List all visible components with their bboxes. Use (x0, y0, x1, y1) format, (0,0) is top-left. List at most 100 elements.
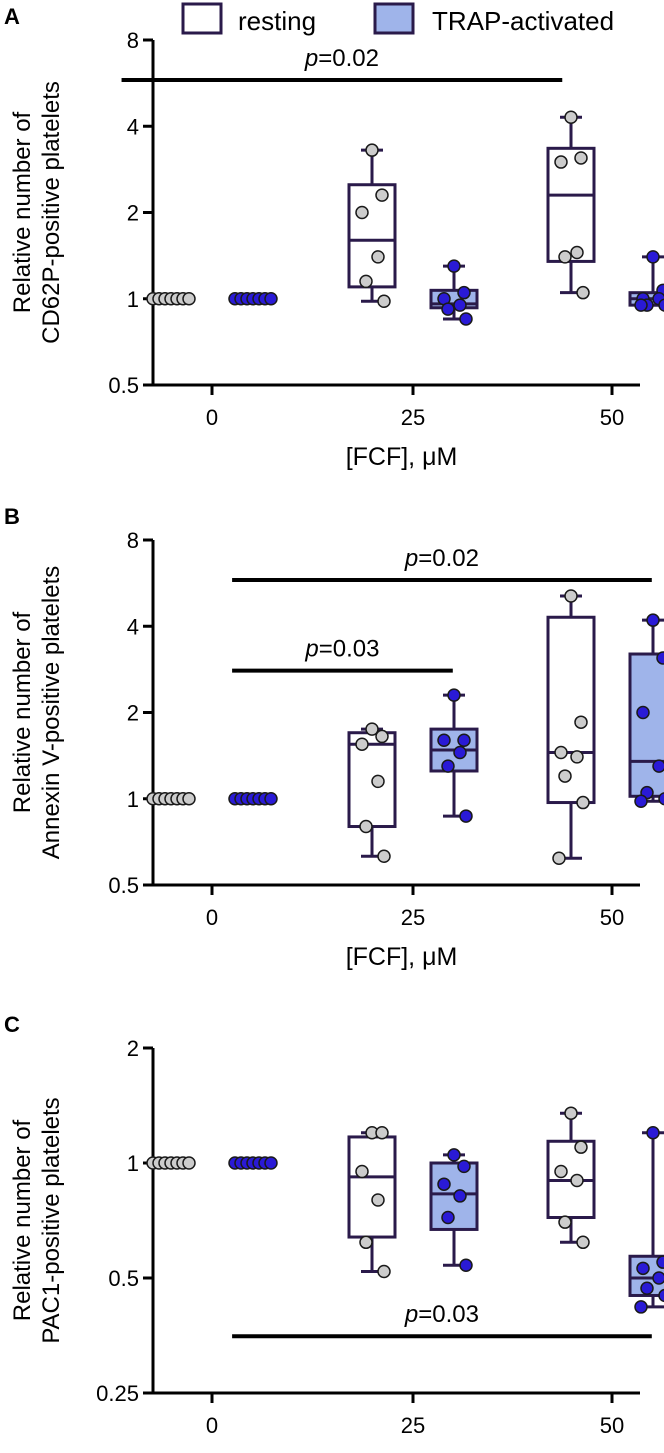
box-iqr (546, 146, 596, 263)
box-trap-activated-25 (429, 259, 479, 326)
data-point (371, 250, 385, 264)
legend-label-trap-activated: TRAP-activated (432, 6, 614, 36)
data-point (355, 1164, 369, 1179)
box-resting-25 (347, 143, 397, 309)
data-point (371, 774, 385, 789)
data-point (576, 1235, 590, 1250)
x-tick-label: 50 (600, 405, 624, 430)
y-tick-label: 2 (127, 1036, 139, 1061)
data-point (636, 1261, 650, 1276)
x-tick-label: 0 (206, 405, 218, 430)
data-point (359, 819, 373, 834)
box-resting-0 (146, 1156, 196, 1170)
x-tick-label: 50 (600, 905, 624, 930)
box-resting-50 (546, 1106, 596, 1250)
p-value-label: p=0.02 (404, 545, 479, 572)
data-point (576, 795, 590, 810)
data-point (447, 1148, 461, 1162)
significance-annotation: p=0.03 (232, 1301, 652, 1339)
box-iqr (347, 1135, 397, 1239)
data-point (355, 205, 369, 220)
box-trap-activated-0 (228, 292, 278, 306)
box-trap-activated-25 (429, 1148, 479, 1272)
data-point (564, 589, 578, 603)
data-point (453, 745, 467, 760)
y-tick-label: 1 (127, 787, 139, 812)
data-point (652, 1271, 664, 1285)
x-tick-label: 25 (401, 405, 425, 430)
y-axis-title-line: PAC1-positive platelets (38, 1097, 65, 1343)
data-point (558, 769, 572, 783)
y-axis-title-line: Relative number of (9, 611, 36, 813)
data-point (554, 155, 568, 169)
y-tick-label: 0.5 (108, 373, 139, 398)
y-axis-title-line: Relative number of (9, 111, 36, 313)
panel-a: A 0.5 1 2 4 8 0 25 50 [FCF], μM Relative number of… (4, 4, 664, 471)
data-point (359, 274, 373, 289)
data-point (554, 745, 568, 760)
data-point (646, 1126, 660, 1140)
panels: A 0.5 1 2 4 8 0 25 50 [FCF], μM Relative number of… (4, 4, 664, 1453)
data-point (453, 1189, 467, 1203)
panel-letter: B (4, 504, 20, 529)
data-point (656, 1255, 664, 1269)
data-point (646, 250, 660, 264)
data-point (576, 285, 590, 300)
box-resting-50 (546, 589, 596, 865)
data-point (441, 1210, 455, 1225)
data-point (437, 733, 451, 748)
p-value-label: p=0.03 (304, 636, 379, 663)
y-axis-title-line: CD62P-positive platelets (38, 81, 65, 344)
box-resting-25 (347, 1126, 397, 1279)
data-point (564, 110, 578, 125)
legend-swatch-resting (181, 2, 223, 35)
x-tick-label: 0 (206, 905, 218, 930)
p-value-label: p=0.02 (304, 45, 379, 72)
data-point (264, 1156, 278, 1170)
data-point (457, 285, 471, 300)
data-point (554, 1164, 568, 1179)
data-point (570, 750, 584, 764)
data-point (634, 1300, 648, 1314)
significance-annotation: p=0.03 (232, 636, 453, 673)
y-tick-label: 2 (127, 701, 139, 726)
data-point (375, 1126, 389, 1140)
x-axis-title: [FCF], μM (346, 1451, 458, 1453)
y-tick-label: 0.5 (108, 1266, 139, 1291)
data-point (375, 729, 389, 744)
data-point (634, 298, 648, 312)
data-point (377, 849, 391, 863)
data-point (182, 292, 196, 306)
data-point (447, 259, 461, 273)
y-axis-title-line: Annexin V-positive platelets (38, 566, 65, 860)
box-trap-activated-0 (228, 792, 278, 806)
y-tick-label: 1 (127, 287, 139, 312)
data-point (457, 733, 471, 748)
y-axis-title-line: Relative number of (9, 1119, 36, 1321)
box-trap-activated-0 (228, 1156, 278, 1170)
y-tick-label: 1 (127, 1151, 139, 1176)
data-point (574, 715, 588, 729)
data-point (636, 705, 650, 720)
panel-c: C 0.25 0.5 1 2 0 25 50 [FCF], μM Relative number … (4, 1012, 664, 1453)
x-axis-title: [FCF], μM (346, 943, 458, 971)
data-point (658, 298, 664, 312)
data-point (640, 1281, 654, 1296)
data-point (375, 188, 389, 202)
y-tick-label: 0.25 (96, 1381, 139, 1406)
y-tick-label: 0.5 (108, 873, 139, 898)
box-trap-activated-50 (628, 250, 664, 312)
box-iqr (347, 183, 397, 289)
data-point (447, 688, 461, 702)
panel-letter: A (4, 4, 20, 29)
data-point (264, 792, 278, 806)
data-point (459, 809, 473, 823)
p-value-label: p=0.03 (404, 1301, 479, 1328)
y-tick-label: 4 (127, 614, 139, 639)
box-resting-0 (146, 792, 196, 806)
x-tick-label: 0 (206, 1413, 218, 1438)
x-tick-label: 25 (401, 905, 425, 930)
data-point (264, 292, 278, 306)
data-point (558, 1215, 572, 1229)
